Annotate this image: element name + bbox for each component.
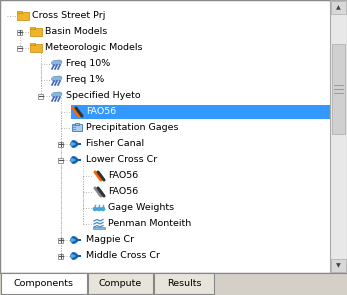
Circle shape — [93, 207, 97, 211]
Ellipse shape — [56, 60, 62, 64]
Bar — [93, 227, 105, 229]
Text: FAO56: FAO56 — [86, 107, 116, 117]
FancyBboxPatch shape — [154, 273, 214, 294]
Text: Freq 10%: Freq 10% — [66, 60, 110, 68]
Bar — [71, 105, 330, 119]
Bar — [0, 273, 347, 295]
Bar — [17, 45, 23, 50]
Text: Basin Models: Basin Models — [45, 27, 107, 37]
Bar — [59, 158, 64, 163]
Bar — [332, 44, 345, 134]
Text: ▼: ▼ — [336, 263, 341, 268]
Bar — [30, 28, 42, 36]
Bar — [17, 30, 23, 35]
Ellipse shape — [51, 60, 59, 65]
FancyBboxPatch shape — [1, 273, 87, 294]
Bar — [331, 259, 346, 272]
Text: Freq 1%: Freq 1% — [66, 76, 104, 84]
Text: Magpie Cr: Magpie Cr — [86, 235, 134, 245]
Bar — [330, 0, 347, 273]
Circle shape — [101, 207, 105, 211]
Ellipse shape — [56, 92, 62, 96]
Text: Specified Hyeto: Specified Hyeto — [66, 91, 141, 101]
Bar — [17, 12, 29, 20]
Bar — [59, 142, 64, 147]
Ellipse shape — [56, 76, 62, 80]
Ellipse shape — [51, 93, 59, 98]
Text: Compute: Compute — [99, 279, 142, 288]
Text: Gage Weights: Gage Weights — [108, 204, 174, 212]
Text: Precipitation Gages: Precipitation Gages — [86, 124, 178, 132]
Text: FAO56: FAO56 — [108, 188, 138, 196]
Bar — [75, 122, 79, 125]
Bar — [72, 124, 82, 131]
Text: FAO56: FAO56 — [108, 171, 138, 181]
Circle shape — [70, 237, 77, 243]
Circle shape — [97, 207, 101, 211]
Text: Cross Street Prj: Cross Street Prj — [32, 12, 105, 20]
Bar — [30, 44, 42, 52]
Bar — [17, 11, 22, 13]
Bar — [52, 61, 61, 65]
Bar — [30, 27, 35, 29]
Circle shape — [70, 157, 77, 163]
Bar — [39, 94, 43, 99]
Bar — [331, 1, 346, 14]
Bar — [59, 253, 64, 258]
Text: Lower Cross Cr: Lower Cross Cr — [86, 155, 157, 165]
Ellipse shape — [51, 76, 59, 81]
Circle shape — [70, 140, 77, 148]
Bar — [30, 43, 35, 45]
Bar — [52, 93, 61, 97]
Text: Components: Components — [14, 279, 74, 288]
Text: Meteorologic Models: Meteorologic Models — [45, 43, 143, 53]
Text: Middle Cross Cr: Middle Cross Cr — [86, 252, 160, 260]
Text: ▲: ▲ — [336, 5, 341, 10]
FancyBboxPatch shape — [88, 273, 153, 294]
Circle shape — [70, 253, 77, 260]
Bar — [59, 237, 64, 242]
Text: Penman Monteith: Penman Monteith — [108, 219, 191, 229]
Text: Results: Results — [167, 279, 201, 288]
Text: Fisher Canal: Fisher Canal — [86, 140, 144, 148]
Bar — [52, 77, 61, 81]
